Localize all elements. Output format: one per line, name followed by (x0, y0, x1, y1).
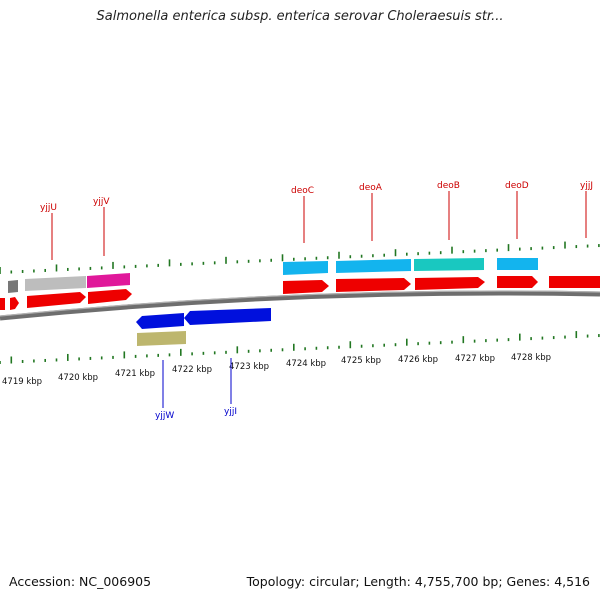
genome-summary-text: Topology: circular; Length: 4,755,700 bp… (246, 574, 590, 589)
kbp-label: 4723 kbp (229, 362, 269, 372)
forward-feature-row (8, 258, 538, 293)
reverse-tick-track (0, 331, 600, 364)
kbp-label: 4725 kbp (341, 356, 381, 366)
kbp-label: 4719 kbp (2, 377, 42, 387)
gene-label-yjjU[interactable]: yjjU (40, 203, 57, 213)
cds-arrow-yjjJ (549, 276, 600, 288)
gene-label-yjjI[interactable]: yjjI (224, 407, 237, 417)
gene-label-deoA[interactable]: deoA (359, 183, 383, 193)
feature-box-olive (137, 331, 186, 346)
reverse-cds-row (136, 308, 271, 329)
gene-label-deoC[interactable]: deoC (291, 186, 314, 196)
gene-label-deoD[interactable]: deoD (505, 181, 529, 191)
cds-arrow-yjjI (184, 308, 271, 325)
cds-arrow-deoD (497, 276, 538, 288)
cds-arrow-deoC (283, 280, 329, 294)
genome-title: Salmonella enterica subsp. enterica sero… (96, 9, 504, 24)
feature-box-deoA (336, 259, 411, 273)
gene-label-yjjV[interactable]: yjjV (93, 197, 110, 207)
feature-box-grey-small (8, 280, 18, 293)
gene-labels: yjjU yjjV deoC deoA deoB deoD yjjJ yjjW yjjI (40, 181, 593, 421)
kbp-scale-labels: 4719 kbp 4720 kbp 4721 kbp 4722 kbp 4723 kbp… (2, 353, 551, 387)
cds-arrow-yjjV (88, 289, 132, 304)
kbp-label: 4722 kbp (172, 365, 212, 375)
kbp-label: 4721 kbp (115, 369, 155, 379)
cds-arrow-yjjW (136, 313, 184, 329)
gene-label-yjjJ[interactable]: yjjJ (580, 181, 593, 191)
kbp-label: 4724 kbp (286, 359, 326, 369)
genome-backbone (0, 290, 600, 321)
kbp-label: 4720 kbp (58, 373, 98, 383)
forward-tick-track (0, 241, 600, 274)
feature-box-deoD (497, 258, 538, 270)
genome-backbone-highlight (0, 290, 600, 317)
gene-label-yjjW[interactable]: yjjW (155, 411, 174, 421)
cds-arrow-deoA (336, 278, 411, 292)
kbp-label: 4728 kbp (511, 353, 551, 363)
feature-box-deoB (414, 258, 484, 271)
cds-arrow-small (10, 297, 19, 310)
cds-arrow-left-edge (0, 298, 5, 310)
gene-label-deoB[interactable]: deoB (437, 181, 460, 191)
cds-arrow-yjjU (27, 292, 86, 308)
feature-box-grey (25, 276, 86, 291)
kbp-label: 4726 kbp (398, 355, 438, 365)
accession-text: Accession: NC_006905 (9, 574, 152, 589)
feature-box-magenta (87, 273, 130, 288)
feature-box-deoC (283, 261, 328, 275)
kbp-label: 4727 kbp (455, 354, 495, 364)
cds-arrow-deoB (415, 277, 485, 290)
forward-cds-row (0, 276, 600, 310)
